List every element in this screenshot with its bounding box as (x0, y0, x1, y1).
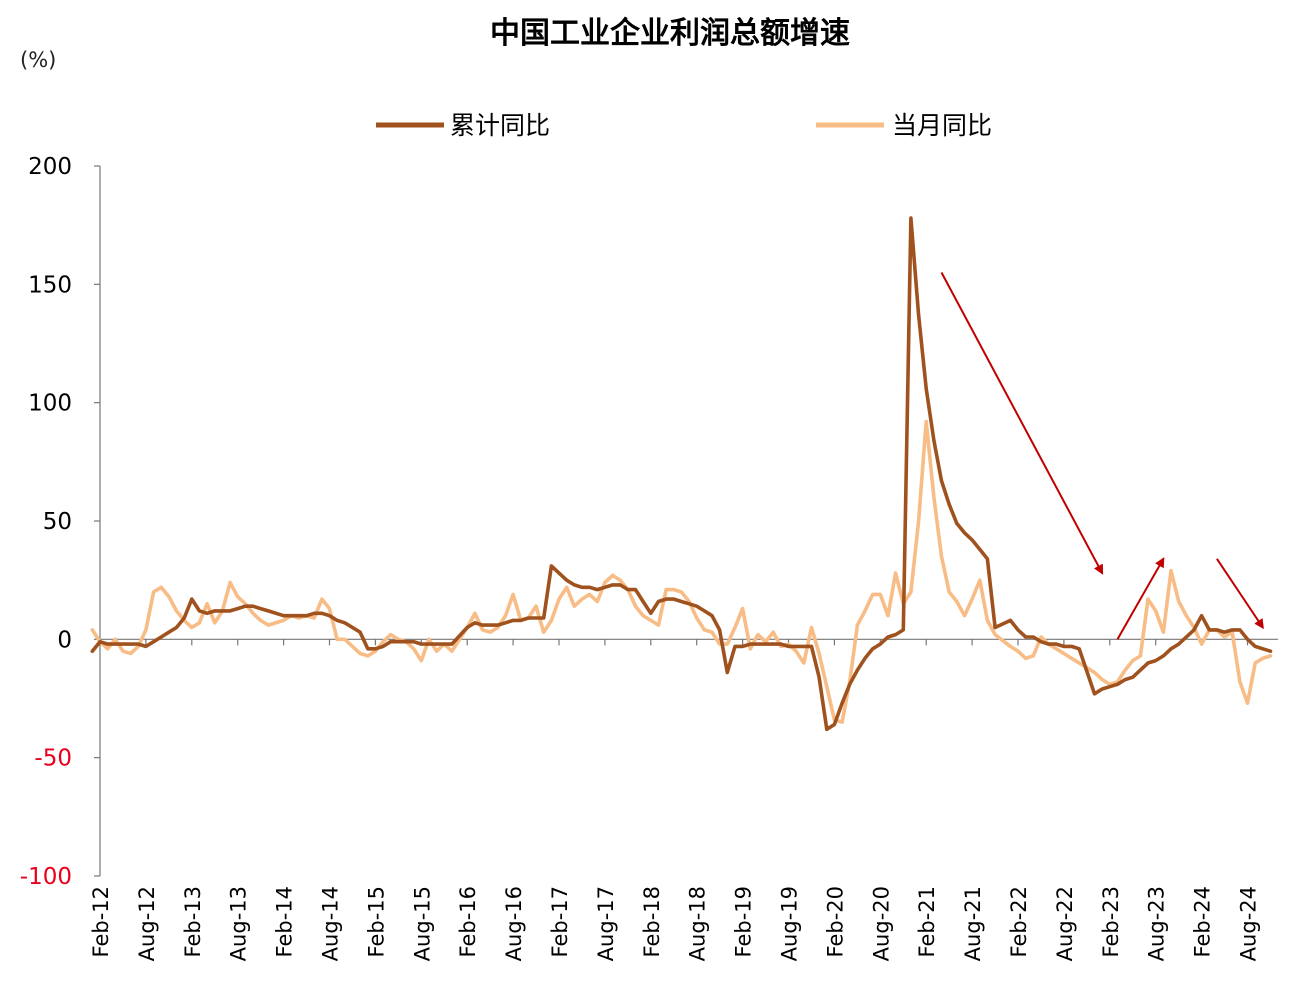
series-layer (90, 216, 1273, 732)
x-tick-label: Feb-13 (181, 886, 205, 957)
y-tick-label: 0 (57, 627, 72, 653)
x-tick-label: Feb-16 (456, 886, 480, 957)
x-tick-label: Feb-18 (640, 886, 664, 957)
x-tick-label: Aug-24 (1237, 886, 1261, 961)
y-axis: 200 150 100 50 0 -50 -100 (20, 154, 101, 890)
x-tick-label: Feb-23 (1099, 886, 1123, 957)
x-tick-label: Aug-14 (319, 886, 343, 961)
annotation-layer (940, 272, 1264, 640)
x-tick-label: Feb-14 (273, 886, 297, 957)
y-tick-label: 100 (28, 391, 72, 417)
x-tick-label: Feb-15 (364, 886, 388, 957)
x-tick-label: Aug-21 (961, 886, 985, 961)
annotation-arrow-3 (1216, 558, 1264, 630)
x-tick-label: Feb-20 (823, 886, 847, 957)
legend-label-cumulative: 累计同比 (450, 111, 550, 140)
unit-label: (%) (20, 48, 56, 72)
x-tick-label: Aug-16 (502, 886, 526, 961)
annotation-arrow-2 (1116, 557, 1165, 640)
legend-label-monthly: 当月同比 (892, 111, 992, 140)
legend: 累计同比 当月同比 (376, 111, 992, 140)
x-tick-label: Aug-19 (778, 886, 802, 961)
annotation-arrow-1 (940, 272, 1104, 575)
y-tick-label: 50 (43, 509, 72, 535)
y-tick-label: -50 (34, 746, 72, 772)
x-tick-label: Feb-24 (1191, 886, 1215, 957)
series-line-monthly (90, 419, 1273, 724)
x-tick-label: Aug-23 (1145, 886, 1169, 961)
chart-title: 中国工业企业利润总额增速 (490, 16, 850, 51)
x-tick-label: Aug-12 (135, 886, 159, 961)
x-tick-label: Aug-20 (869, 886, 893, 961)
x-tick-label: Aug-13 (227, 886, 251, 961)
x-axis: Feb-12 Aug-12 Feb-13 Aug-13 Feb-14 Aug-14 Feb-… (89, 638, 1279, 961)
x-tick-label: Feb-21 (915, 886, 939, 957)
x-tick-label: Feb-17 (548, 886, 572, 957)
x-tick-label: Aug-17 (594, 886, 618, 961)
y-tick-label: -100 (20, 864, 72, 890)
series-line-cumulative (90, 216, 1273, 732)
x-tick-label: Aug-15 (410, 886, 434, 961)
y-tick-label: 200 (28, 154, 72, 180)
x-tick-label: Aug-18 (686, 886, 710, 961)
x-tick-label: Feb-12 (89, 886, 113, 957)
x-tick-label: Feb-19 (732, 886, 756, 957)
x-tick-label: Feb-22 (1007, 886, 1031, 957)
y-tick-label: 150 (28, 272, 72, 298)
x-tick-label: Aug-22 (1053, 886, 1077, 961)
